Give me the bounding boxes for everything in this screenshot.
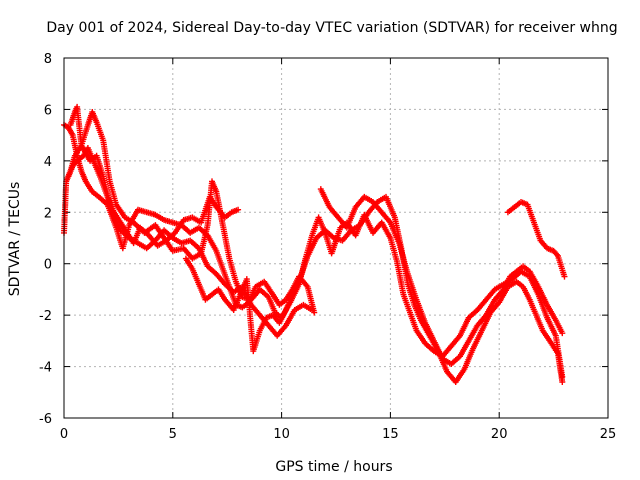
plot-markers (61, 103, 568, 385)
x-axis-label: GPS time / hours (275, 459, 392, 475)
y-axis-label: SDTVAR / TECUs (7, 182, 23, 297)
plot-frame (63, 57, 609, 419)
y-tick-label: 6 (44, 103, 52, 118)
data-point (309, 307, 316, 313)
y-tick-label: 2 (44, 206, 52, 221)
y-tick-label: 0 (44, 258, 52, 273)
chart-title: Day 001 of 2024, Sidereal Day-to-day VTE… (46, 20, 617, 36)
y-tick-label: -2 (39, 309, 52, 324)
y-tick-label: -6 (39, 412, 52, 427)
x-tick-label: 25 (600, 427, 617, 442)
x-tick-label: 10 (273, 427, 290, 442)
x-tick-label: 0 (60, 427, 68, 442)
y-tick-label: -4 (39, 361, 52, 376)
series-track-f (317, 186, 566, 367)
y-tick-label: 4 (44, 155, 52, 170)
x-tick-label: 20 (491, 427, 508, 442)
data-point (235, 206, 242, 213)
series-track-e (67, 103, 316, 339)
x-tick-label: 5 (169, 427, 177, 442)
y-tick-label: 8 (44, 52, 52, 67)
data-point (559, 330, 566, 337)
series-track-g (504, 199, 568, 280)
data-point (561, 273, 568, 280)
data-point (559, 379, 566, 385)
axis-ticks: 0 5 10 15 20 25 -6 -4 -2 0 2 4 6 8 (39, 52, 616, 442)
x-tick-label: 15 (382, 427, 399, 442)
